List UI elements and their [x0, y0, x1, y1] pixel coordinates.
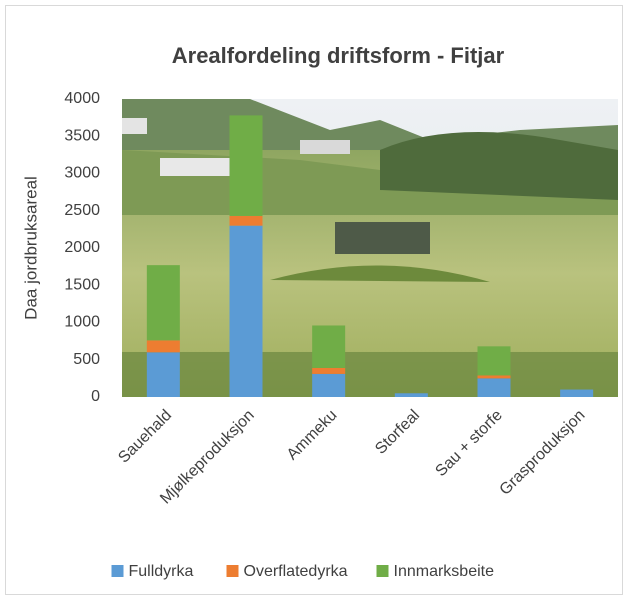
- y-tick-label: 3500: [64, 127, 100, 144]
- background-photo: [122, 99, 618, 397]
- y-tick-label: 2500: [64, 202, 100, 219]
- legend-label: Fulldyrka: [129, 563, 194, 580]
- y-tick-label: 4000: [64, 90, 100, 107]
- legend-swatch: [111, 565, 124, 577]
- bar-segment: [477, 375, 511, 379]
- bar-segment: [312, 367, 346, 374]
- y-axis-label: Daa jordbruksareal: [21, 176, 40, 320]
- bar-segment: [312, 325, 346, 368]
- bar-segment: [146, 340, 180, 353]
- bar-segment: [560, 389, 594, 397]
- bar-segment: [394, 393, 428, 397]
- bar-segment: [146, 265, 180, 341]
- legend-label: Innmarksbeite: [394, 563, 495, 580]
- bar-segment: [477, 378, 511, 397]
- bar-segment: [229, 215, 263, 226]
- bar-segment: [229, 225, 263, 397]
- bar-segment: [312, 373, 346, 397]
- y-tick-label: 2000: [64, 239, 100, 256]
- chart-title: Arealfordeling driftsform - Fitjar: [172, 43, 505, 68]
- legend-swatch: [376, 565, 389, 577]
- y-tick-label: 500: [73, 351, 100, 368]
- y-tick-label: 3000: [64, 165, 100, 182]
- y-tick-label: 0: [91, 388, 100, 405]
- bar-segment: [477, 346, 511, 376]
- legend-swatch: [226, 565, 239, 577]
- legend-label: Overflatedyrka: [244, 563, 348, 580]
- y-tick-label: 1000: [64, 314, 100, 331]
- bar-segment: [229, 115, 263, 216]
- y-tick-label: 1500: [64, 276, 100, 293]
- bar-segment: [146, 352, 180, 397]
